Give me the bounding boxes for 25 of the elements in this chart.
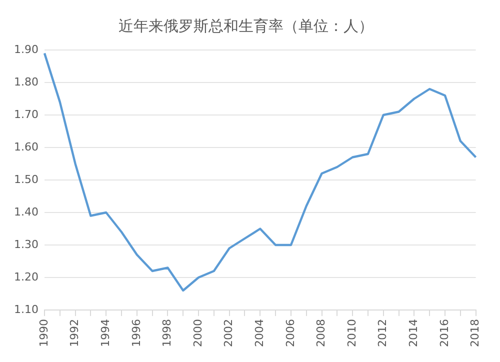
y-tick-label: 1.30 bbox=[14, 238, 38, 251]
x-tick-label: 1994 bbox=[98, 319, 112, 348]
y-tick-label: 1.50 bbox=[14, 172, 38, 186]
x-tick-label: 1992 bbox=[68, 319, 82, 348]
y-tick-label: 1.60 bbox=[14, 140, 38, 154]
x-tick-label: 2010 bbox=[345, 319, 358, 348]
x-tick-label: 1998 bbox=[160, 319, 174, 348]
x-tick-label: 2000 bbox=[191, 319, 204, 348]
x-tick-label: 1990 bbox=[37, 319, 50, 348]
x-tick-label: 2006 bbox=[284, 319, 297, 348]
y-tick-label: 1.20 bbox=[14, 270, 38, 284]
y-tick-label: 1.40 bbox=[14, 205, 38, 218]
y-tick-label: 1.80 bbox=[14, 75, 38, 88]
x-tick-label: 2016 bbox=[438, 319, 451, 348]
x-tick-label: 2002 bbox=[222, 319, 236, 348]
x-tick-label: 2014 bbox=[407, 319, 420, 348]
y-tick-label: 1.90 bbox=[14, 42, 38, 56]
x-tick-label: 2004 bbox=[253, 319, 266, 348]
y-tick-label: 1.10 bbox=[14, 302, 38, 316]
x-tick-label: 2012 bbox=[376, 319, 390, 348]
x-tick-label: 2018 bbox=[468, 319, 482, 348]
y-tick-label: 1.70 bbox=[14, 108, 38, 121]
x-tick-label: 2008 bbox=[314, 319, 328, 348]
x-tick-label: 1996 bbox=[130, 319, 143, 348]
chart-title: 近年来俄罗斯总和生育率（单位：人） bbox=[118, 16, 374, 35]
